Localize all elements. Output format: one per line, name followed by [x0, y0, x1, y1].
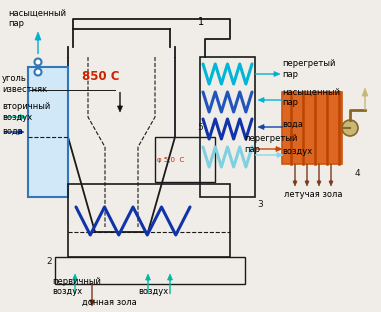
Bar: [200, 57, 255, 197]
Circle shape: [35, 69, 42, 76]
Bar: [28, 67, 68, 197]
Text: первичный
воздух: первичный воздух: [52, 277, 101, 296]
Text: 3: 3: [257, 200, 263, 209]
Bar: [155, 137, 215, 182]
FancyArrow shape: [4, 129, 24, 134]
FancyArrow shape: [305, 164, 309, 186]
FancyArrow shape: [4, 115, 26, 119]
Text: воздух: воздух: [138, 287, 168, 296]
Circle shape: [35, 59, 42, 66]
Text: 2: 2: [46, 257, 52, 266]
FancyArrow shape: [255, 71, 280, 76]
Text: 5: 5: [197, 123, 203, 132]
FancyArrow shape: [258, 97, 283, 103]
Text: уголь
известняк: уголь известняк: [2, 74, 47, 94]
Text: вторичный
воздух: вторичный воздух: [2, 102, 50, 122]
Text: 4: 4: [355, 169, 361, 178]
Text: донная зола: донная зола: [82, 298, 137, 307]
Bar: [68, 184, 230, 257]
FancyArrow shape: [317, 164, 321, 186]
Text: перегретый
пар: перегретый пар: [282, 59, 335, 79]
FancyArrow shape: [329, 164, 333, 186]
FancyArrow shape: [35, 32, 41, 54]
FancyArrow shape: [168, 274, 173, 294]
FancyArrow shape: [255, 153, 283, 158]
Text: летучая зола: летучая зола: [284, 190, 343, 199]
FancyArrow shape: [255, 147, 282, 152]
FancyArrow shape: [146, 274, 150, 294]
FancyArrow shape: [90, 284, 94, 306]
Text: перегретый
пар: перегретый пар: [244, 134, 298, 154]
Bar: [282, 92, 342, 164]
Text: 850 C: 850 C: [82, 71, 120, 84]
Bar: [55, 257, 245, 284]
Text: вода: вода: [2, 126, 23, 135]
Text: 1: 1: [198, 17, 204, 27]
FancyArrow shape: [258, 124, 283, 129]
FancyArrow shape: [293, 164, 297, 186]
FancyArrow shape: [362, 88, 368, 110]
Text: насыщенный
пар: насыщенный пар: [8, 9, 66, 28]
Text: φ 5,0  C: φ 5,0 C: [157, 157, 184, 163]
Circle shape: [342, 120, 358, 136]
Text: воздух: воздух: [282, 148, 312, 157]
Text: вода: вода: [282, 119, 303, 129]
FancyArrow shape: [117, 92, 123, 112]
Text: насыщенный
пар: насыщенный пар: [282, 87, 340, 107]
FancyArrow shape: [72, 274, 77, 294]
